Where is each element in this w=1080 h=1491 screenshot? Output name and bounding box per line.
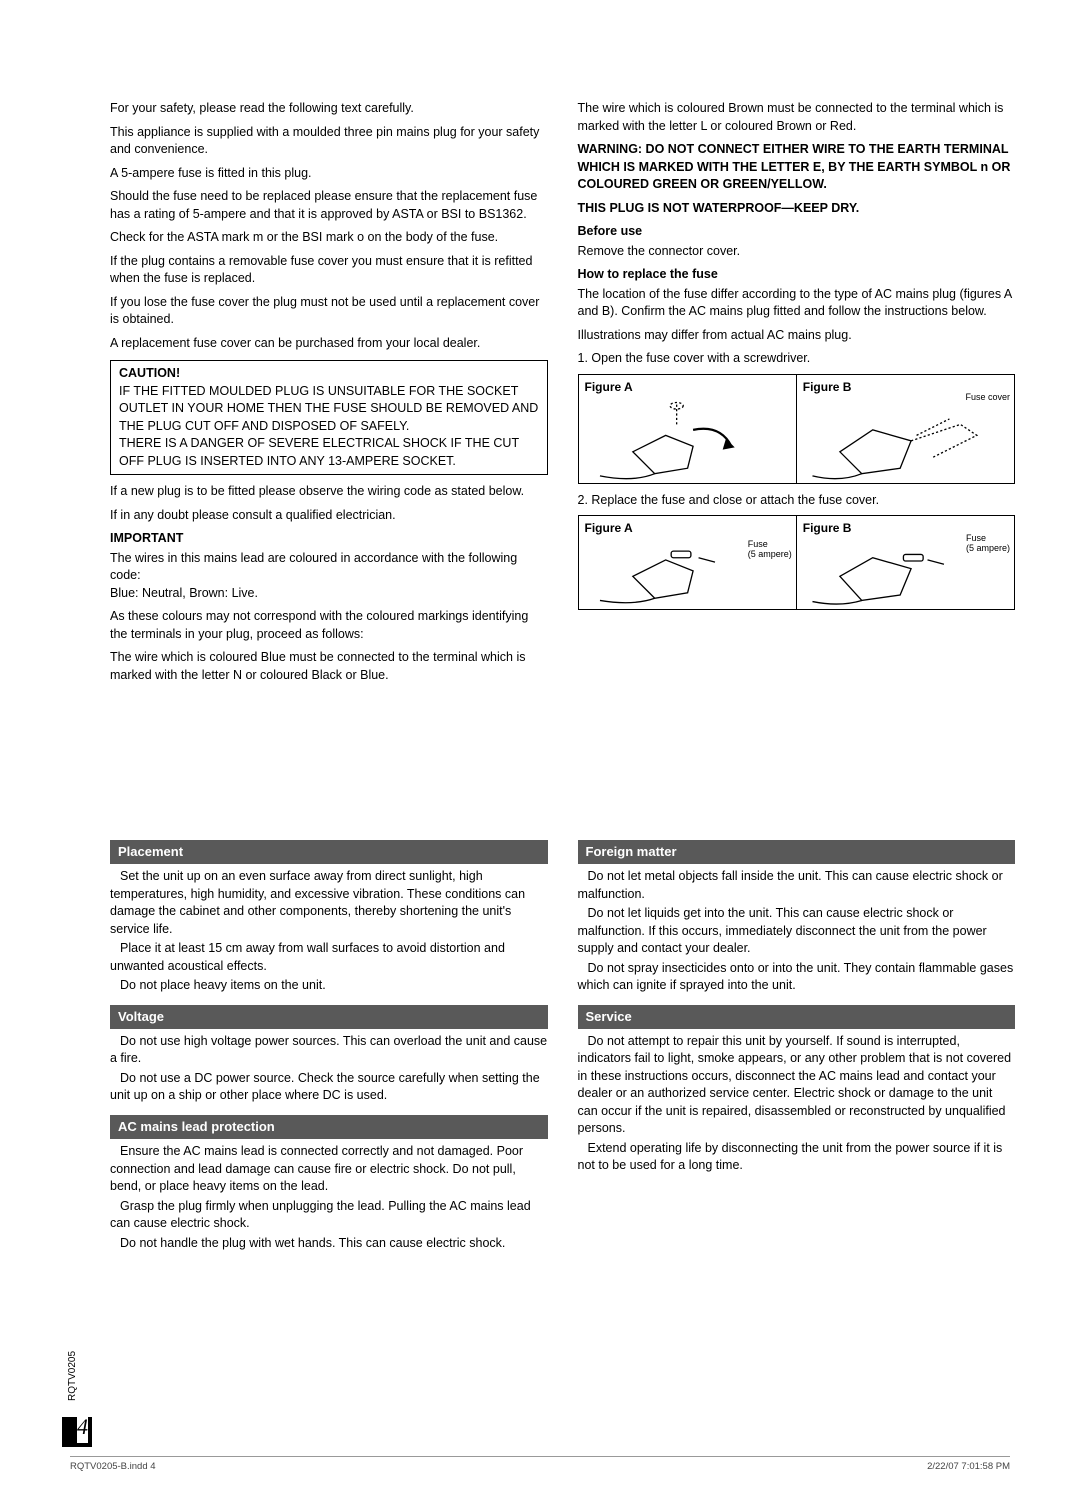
- para: Blue: Neutral, Brown: Live.: [110, 585, 548, 603]
- para: Grasp the plug firmly when unplugging th…: [110, 1198, 548, 1233]
- para: Extend operating life by disconnecting t…: [578, 1140, 1016, 1175]
- upper-columns: For your safety, please read the followi…: [110, 100, 1015, 690]
- service-header: Service: [578, 1005, 1016, 1029]
- para: The location of the fuse differ accordin…: [578, 286, 1016, 321]
- caution-title: CAUTION!: [119, 365, 539, 383]
- para: As these colours may not correspond with…: [110, 608, 548, 643]
- important-heading: IMPORTANT: [110, 530, 548, 548]
- figure-a-label: Figure A: [585, 380, 633, 394]
- para: A 5-ampere fuse is fitted in this plug.: [110, 165, 548, 183]
- para: A replacement fuse cover can be purchase…: [110, 335, 548, 353]
- para: If the plug contains a removable fuse co…: [110, 253, 548, 288]
- para: Do not attempt to repair this unit by yo…: [578, 1033, 1016, 1138]
- para: If in any doubt please consult a qualifi…: [110, 507, 548, 525]
- caution-body: IF THE FITTED MOULDED PLUG IS UNSUITABLE…: [119, 383, 539, 436]
- para: Do not place heavy items on the unit.: [110, 977, 548, 995]
- para: Do not let liquids get into the unit. Th…: [578, 905, 1016, 958]
- figure-row-1: Figure A Figure B Fuse cover: [578, 374, 1016, 484]
- right-column: The wire which is coloured Brown must be…: [578, 100, 1016, 690]
- plug-a2-icon: [589, 538, 786, 609]
- para: Do not handle the plug with wet hands. T…: [110, 1235, 548, 1253]
- para: The wire which is coloured Brown must be…: [578, 100, 1016, 135]
- figure-a-cell: Figure A: [579, 375, 797, 483]
- footer: RQTV0205-B.indd 4 2/22/07 7:01:58 PM: [70, 1456, 1010, 1473]
- page-number: 4: [77, 1412, 88, 1443]
- figure-b-cell: Figure B Fuse (5 ampere): [797, 516, 1014, 609]
- figure-a-label: Figure A: [585, 521, 633, 535]
- caution-box: CAUTION! IF THE FITTED MOULDED PLUG IS U…: [110, 360, 548, 475]
- doc-code-vertical: RQTV0205: [66, 1351, 80, 1401]
- para: Set the unit up on an even surface away …: [110, 868, 548, 938]
- para: If a new plug is to be fitted please obs…: [110, 483, 548, 501]
- para: Should the fuse need to be replaced plea…: [110, 188, 548, 223]
- para: Do not spray insecticides onto or into t…: [578, 960, 1016, 995]
- para: Do not let metal objects fall inside the…: [578, 868, 1016, 903]
- para: For your safety, please read the followi…: [110, 100, 548, 118]
- para: This appliance is supplied with a moulde…: [110, 124, 548, 159]
- warning: THIS PLUG IS NOT WATERPROOF—KEEP DRY.: [578, 200, 1016, 218]
- para: Check for the ASTA mark m or the BSI mar…: [110, 229, 548, 247]
- placement-header: Placement: [110, 840, 548, 864]
- figure-b-label: Figure B: [803, 380, 852, 394]
- plug-b-icon: [807, 397, 1004, 485]
- acmains-header: AC mains lead protection: [110, 1115, 548, 1139]
- figure-a-cell: Figure A Fuse (5 ampere): [579, 516, 797, 609]
- para: Place it at least 15 cm away from wall s…: [110, 940, 548, 975]
- para: If you lose the fuse cover the plug must…: [110, 294, 548, 329]
- howto-heading: How to replace the fuse: [578, 266, 1016, 284]
- lower-columns: Placement Set the unit up on an even sur…: [110, 830, 1015, 1254]
- para: Ensure the AC mains lead is connected co…: [110, 1143, 548, 1196]
- left-column-2: Placement Set the unit up on an even sur…: [110, 830, 548, 1254]
- figure-b-label: Figure B: [803, 521, 852, 535]
- figure-row-2: Figure A Fuse (5 ampere) Figure B Fuse (…: [578, 515, 1016, 610]
- para: Illustrations may differ from actual AC …: [578, 327, 1016, 345]
- plug-a-icon: [589, 397, 786, 485]
- right-column-2: Foreign matter Do not let metal objects …: [578, 830, 1016, 1254]
- para: Remove the connector cover.: [578, 243, 1016, 261]
- voltage-header: Voltage: [110, 1005, 548, 1029]
- caution-body: THERE IS A DANGER OF SEVERE ELECTRICAL S…: [119, 435, 539, 470]
- para: Do not use high voltage power sources. T…: [110, 1033, 548, 1068]
- para: Do not use a DC power source. Check the …: [110, 1070, 548, 1105]
- step: 2. Replace the fuse and close or attach …: [578, 492, 1016, 510]
- left-column: For your safety, please read the followi…: [110, 100, 548, 690]
- footer-left: RQTV0205-B.indd 4: [70, 1460, 156, 1473]
- foreign-header: Foreign matter: [578, 840, 1016, 864]
- para: The wire which is coloured Blue must be …: [110, 649, 548, 684]
- warning: WARNING: DO NOT CONNECT EITHER WIRE TO T…: [578, 141, 1016, 194]
- plug-b2-icon: [807, 538, 1004, 609]
- before-use-heading: Before use: [578, 223, 1016, 241]
- step: 1. Open the fuse cover with a screwdrive…: [578, 350, 1016, 368]
- para: The wires in this mains lead are coloure…: [110, 550, 548, 585]
- footer-right: 2/22/07 7:01:58 PM: [927, 1460, 1010, 1473]
- figure-b-cell: Figure B Fuse cover: [797, 375, 1014, 483]
